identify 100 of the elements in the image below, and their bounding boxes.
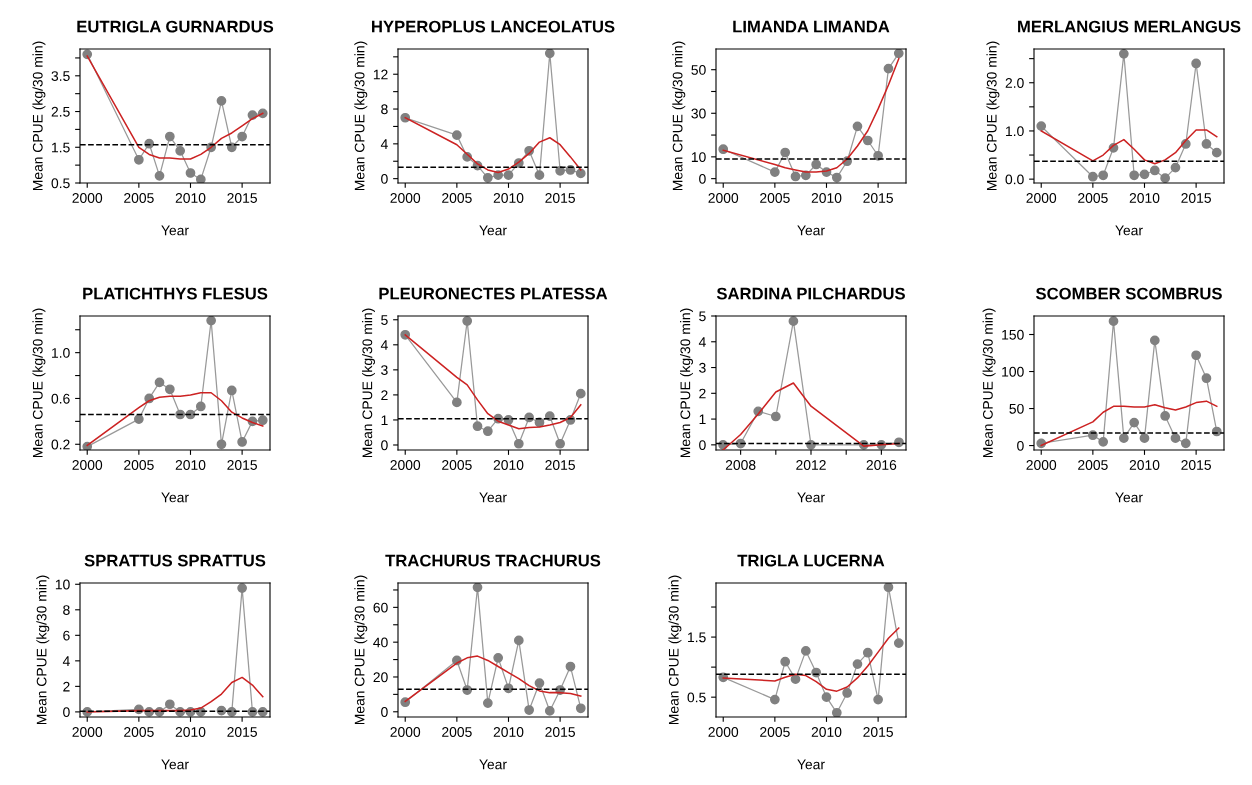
x-tick-label: 2012 bbox=[796, 460, 826, 470]
y-tick-label: 4 bbox=[380, 139, 388, 149]
point bbox=[893, 49, 904, 59]
point bbox=[82, 49, 93, 60]
y-tick-label: 3 bbox=[699, 362, 706, 373]
point bbox=[257, 415, 268, 426]
point bbox=[770, 411, 781, 422]
x-tick-label: 2010 bbox=[1129, 460, 1160, 470]
point bbox=[1170, 433, 1181, 444]
x-axis-title: Year bbox=[1115, 492, 1143, 503]
x-tick-label: 2010 bbox=[493, 727, 524, 737]
y-tick-label: 150 bbox=[1002, 329, 1024, 340]
point bbox=[451, 397, 462, 408]
point bbox=[472, 421, 483, 432]
chart-title: HYPEROPLUS LANCEOLATUS bbox=[372, 20, 615, 33]
y-tick-label: 1 bbox=[381, 415, 388, 425]
x-axis-title: Year bbox=[479, 492, 507, 503]
x-tick-label: 2005 bbox=[1078, 193, 1108, 203]
x-tick-label: 2005 bbox=[760, 727, 790, 737]
point bbox=[451, 130, 462, 141]
x-axis-title: Year bbox=[797, 759, 825, 770]
y-axis-title: Mean CPUE (kg/30 min) bbox=[982, 308, 996, 458]
point bbox=[788, 316, 799, 327]
point bbox=[534, 678, 545, 688]
chart-title: SCOMBER SCOMBRUS bbox=[1035, 287, 1222, 300]
point bbox=[893, 638, 904, 648]
point bbox=[575, 168, 586, 179]
point bbox=[237, 131, 247, 142]
y-tick-label: 0 bbox=[1017, 440, 1024, 451]
point bbox=[555, 438, 565, 449]
x-tick-label: 2016 bbox=[866, 460, 897, 470]
point bbox=[226, 385, 237, 396]
y-axis-title: Mean CPUE (kg/30 min) bbox=[672, 41, 686, 191]
point bbox=[769, 167, 780, 177]
x-tick-label: 2000 bbox=[708, 193, 739, 203]
x-tick-label: 2010 bbox=[811, 193, 842, 203]
y-tick-label: 20 bbox=[373, 672, 388, 683]
point bbox=[852, 659, 863, 669]
x-axis-title: Year bbox=[479, 225, 507, 236]
x-tick-label: 2010 bbox=[175, 193, 206, 203]
chart-title: SPRATTUS SPRATTUS bbox=[84, 554, 266, 567]
y-tick-label: 4 bbox=[380, 340, 388, 350]
point bbox=[524, 705, 535, 715]
x-tick-label: 2005 bbox=[1078, 460, 1108, 470]
y-tick-label: 1.5 bbox=[52, 142, 70, 153]
x-tick-label: 2005 bbox=[442, 727, 472, 737]
x-tick-label: 2015 bbox=[545, 193, 575, 203]
y-axis-title: Mean CPUE (kg/30 min) bbox=[32, 308, 46, 458]
y-tick-label: 8 bbox=[63, 605, 70, 615]
y-tick-label: 12 bbox=[373, 69, 388, 80]
x-axis-title: Year bbox=[797, 225, 825, 236]
point bbox=[575, 703, 586, 714]
point bbox=[790, 674, 801, 685]
point bbox=[237, 583, 247, 593]
x-tick-label: 2010 bbox=[493, 193, 524, 203]
y-tick-label: 4 bbox=[698, 337, 706, 347]
x-tick-label: 2015 bbox=[227, 460, 257, 470]
point bbox=[1098, 436, 1109, 447]
point bbox=[482, 698, 493, 708]
y-tick-label: 0 bbox=[699, 173, 706, 184]
y-tick-label: 0.6 bbox=[51, 393, 70, 404]
point bbox=[1191, 58, 1201, 69]
point bbox=[1211, 147, 1222, 158]
x-tick-label: 2000 bbox=[72, 727, 103, 737]
point bbox=[1139, 169, 1150, 180]
y-tick-label: 5 bbox=[381, 315, 388, 325]
point bbox=[811, 159, 822, 170]
x-tick-label: 2000 bbox=[72, 460, 103, 470]
point bbox=[154, 377, 165, 388]
x-tick-label: 2000 bbox=[708, 727, 739, 737]
point bbox=[852, 121, 863, 132]
x-axis-title: Year bbox=[1115, 225, 1143, 236]
y-tick-label: 2.5 bbox=[51, 106, 70, 117]
point bbox=[565, 661, 576, 672]
point bbox=[1149, 165, 1160, 176]
y-tick-label: 2 bbox=[381, 390, 388, 400]
point bbox=[482, 172, 493, 183]
x-tick-label: 2005 bbox=[124, 460, 154, 470]
point bbox=[544, 49, 555, 59]
point bbox=[780, 147, 791, 158]
y-tick-label: 10 bbox=[55, 579, 70, 590]
y-tick-label: 1 bbox=[699, 414, 706, 425]
x-tick-label: 2000 bbox=[72, 193, 103, 203]
point bbox=[206, 316, 217, 326]
point bbox=[883, 63, 894, 74]
y-tick-label: 50 bbox=[691, 65, 706, 75]
chart-title: TRIGLA LUCERNA bbox=[737, 554, 885, 567]
x-tick-label: 2005 bbox=[760, 193, 790, 203]
chart-title: MERLANGIUS MERLANGUS bbox=[1018, 20, 1241, 33]
x-tick-label: 2015 bbox=[863, 193, 893, 203]
y-tick-label: 1.0 bbox=[1006, 126, 1024, 137]
point bbox=[195, 401, 206, 412]
point bbox=[216, 439, 227, 450]
point bbox=[472, 583, 483, 593]
y-axis-title: Mean CPUE (kg/30 min) bbox=[36, 575, 50, 725]
point bbox=[565, 165, 576, 175]
point bbox=[175, 145, 186, 156]
x-axis-title: Year bbox=[161, 492, 189, 503]
point bbox=[575, 388, 586, 399]
point bbox=[1139, 433, 1150, 444]
